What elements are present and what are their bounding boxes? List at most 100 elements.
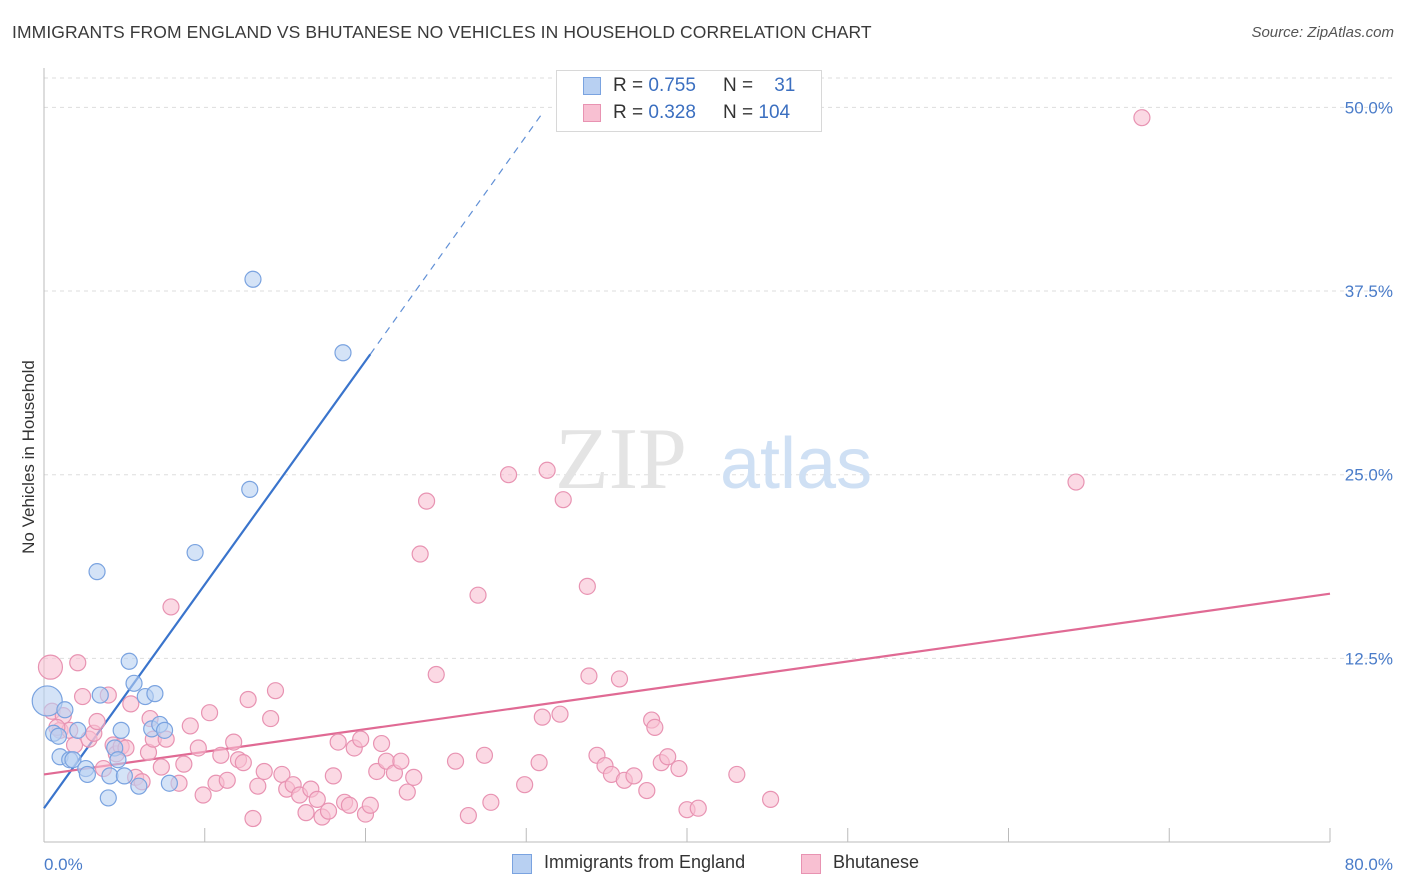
watermark: ZIP atlas bbox=[555, 411, 872, 508]
point-england bbox=[64, 751, 82, 769]
point-bhutanese bbox=[1133, 109, 1151, 127]
point-bhutanese bbox=[551, 705, 569, 723]
point-bhutanese bbox=[255, 762, 273, 781]
bottom-legend-label-england: Immigrants from England bbox=[544, 852, 746, 872]
point-bhutanese bbox=[297, 804, 315, 822]
point-bhutanese bbox=[475, 746, 494, 764]
point-bhutanese bbox=[361, 796, 379, 814]
y-axis-label: No Vehicles in Household bbox=[19, 360, 38, 554]
point-england bbox=[241, 480, 259, 498]
legend-r-label: R = bbox=[613, 102, 644, 123]
point-bhutanese bbox=[152, 758, 170, 776]
point-bhutanese bbox=[249, 777, 267, 795]
bottom-legend-swatch-bhutanese bbox=[801, 854, 821, 874]
legend-r-label: R = bbox=[613, 75, 644, 96]
y-tick-label: 50.0% bbox=[1345, 98, 1393, 117]
axes bbox=[43, 68, 1331, 843]
point-bhutanese bbox=[533, 708, 551, 726]
point-bhutanese bbox=[262, 709, 280, 728]
point-bhutanese bbox=[329, 733, 347, 751]
point-england bbox=[112, 721, 130, 739]
point-bhutanese bbox=[638, 781, 656, 800]
point-bhutanese bbox=[689, 799, 707, 817]
grid-lines bbox=[44, 77, 1394, 659]
point-bhutanese bbox=[200, 704, 219, 722]
point-england bbox=[99, 789, 117, 807]
point-bhutanese bbox=[417, 492, 436, 510]
point-england bbox=[130, 777, 148, 795]
correlation-legend: R = 0.755 N = 31 R = 0.328 N = 104 bbox=[556, 70, 822, 132]
point-bhutanese bbox=[324, 767, 342, 785]
tick-labels: 12.5% 25.0% 37.5% 50.0% 0.0% 80.0% bbox=[44, 98, 1393, 874]
point-bhutanese bbox=[398, 783, 416, 801]
y-tick-label: 12.5% bbox=[1345, 649, 1393, 668]
legend-n-value-bhutanese: 104 bbox=[758, 102, 791, 123]
x-tick-label: 0.0% bbox=[44, 855, 83, 874]
point-bhutanese bbox=[175, 755, 193, 773]
trendline-england-extension bbox=[369, 112, 543, 355]
point-england bbox=[146, 685, 164, 703]
point-england bbox=[109, 751, 127, 769]
point-bhutanese bbox=[538, 461, 556, 479]
chart-title: IMMIGRANTS FROM ENGLAND VS BHUTANESE NO … bbox=[12, 22, 872, 42]
legend-n-label: N = bbox=[723, 102, 754, 123]
point-england bbox=[244, 270, 262, 288]
point-bhutanese bbox=[530, 754, 548, 772]
point-bhutanese bbox=[225, 733, 243, 751]
point-bhutanese bbox=[446, 752, 465, 770]
bottom-legend-label-bhutanese: Bhutanese bbox=[833, 852, 920, 872]
point-bhutanese bbox=[427, 665, 445, 684]
point-england bbox=[78, 765, 97, 784]
watermark-atlas: atlas bbox=[720, 424, 872, 504]
point-bhutanese bbox=[122, 695, 140, 713]
point-bhutanese bbox=[194, 786, 212, 804]
point-bhutanese bbox=[244, 809, 262, 828]
legend-n-label: N = bbox=[723, 75, 754, 96]
trend-lines bbox=[43, 112, 1331, 809]
point-england bbox=[56, 701, 74, 719]
bottom-legend-swatch-england bbox=[512, 854, 532, 874]
point-england bbox=[49, 727, 68, 745]
x-tick-label: 80.0% bbox=[1345, 855, 1393, 874]
point-bhutanese bbox=[266, 682, 285, 700]
legend-r-value-bhutanese: 0.328 bbox=[648, 102, 696, 123]
point-bhutanese bbox=[405, 768, 423, 786]
point-bhutanese bbox=[308, 790, 326, 808]
point-england bbox=[334, 344, 352, 362]
point-england bbox=[155, 721, 174, 739]
point-bhutanese bbox=[352, 730, 370, 748]
point-bhutanese bbox=[88, 712, 106, 731]
legend-swatch-bhutanese bbox=[583, 104, 601, 122]
data-points bbox=[31, 109, 1151, 828]
point-england bbox=[101, 767, 119, 785]
point-bhutanese bbox=[212, 746, 230, 764]
point-bhutanese bbox=[646, 718, 664, 737]
point-bhutanese bbox=[239, 690, 257, 709]
source-label: Source: ZipAtlas.com bbox=[1251, 24, 1394, 41]
point-bhutanese bbox=[499, 466, 518, 484]
point-bhutanese bbox=[65, 736, 84, 754]
point-bhutanese bbox=[181, 717, 199, 735]
y-tick-label: 37.5% bbox=[1345, 282, 1393, 301]
point-bhutanese bbox=[482, 793, 500, 811]
point-bhutanese bbox=[340, 796, 359, 814]
point-england bbox=[125, 674, 143, 692]
point-bhutanese bbox=[659, 748, 677, 766]
point-england bbox=[186, 543, 204, 562]
point-bhutanese bbox=[411, 545, 429, 563]
point-bhutanese bbox=[189, 739, 207, 757]
point-bhutanese bbox=[761, 790, 780, 808]
point-bhutanese bbox=[670, 759, 688, 778]
point-england bbox=[160, 774, 178, 792]
point-england bbox=[31, 685, 63, 717]
point-england bbox=[120, 652, 138, 670]
point-england bbox=[115, 767, 133, 785]
point-bhutanese bbox=[516, 776, 534, 794]
point-bhutanese bbox=[73, 687, 92, 706]
legend-swatch-england bbox=[583, 77, 601, 95]
y-tick-label: 25.0% bbox=[1345, 466, 1393, 485]
point-bhutanese bbox=[469, 586, 487, 604]
point-england bbox=[69, 721, 87, 739]
trendline-bhutanese bbox=[43, 592, 1331, 776]
